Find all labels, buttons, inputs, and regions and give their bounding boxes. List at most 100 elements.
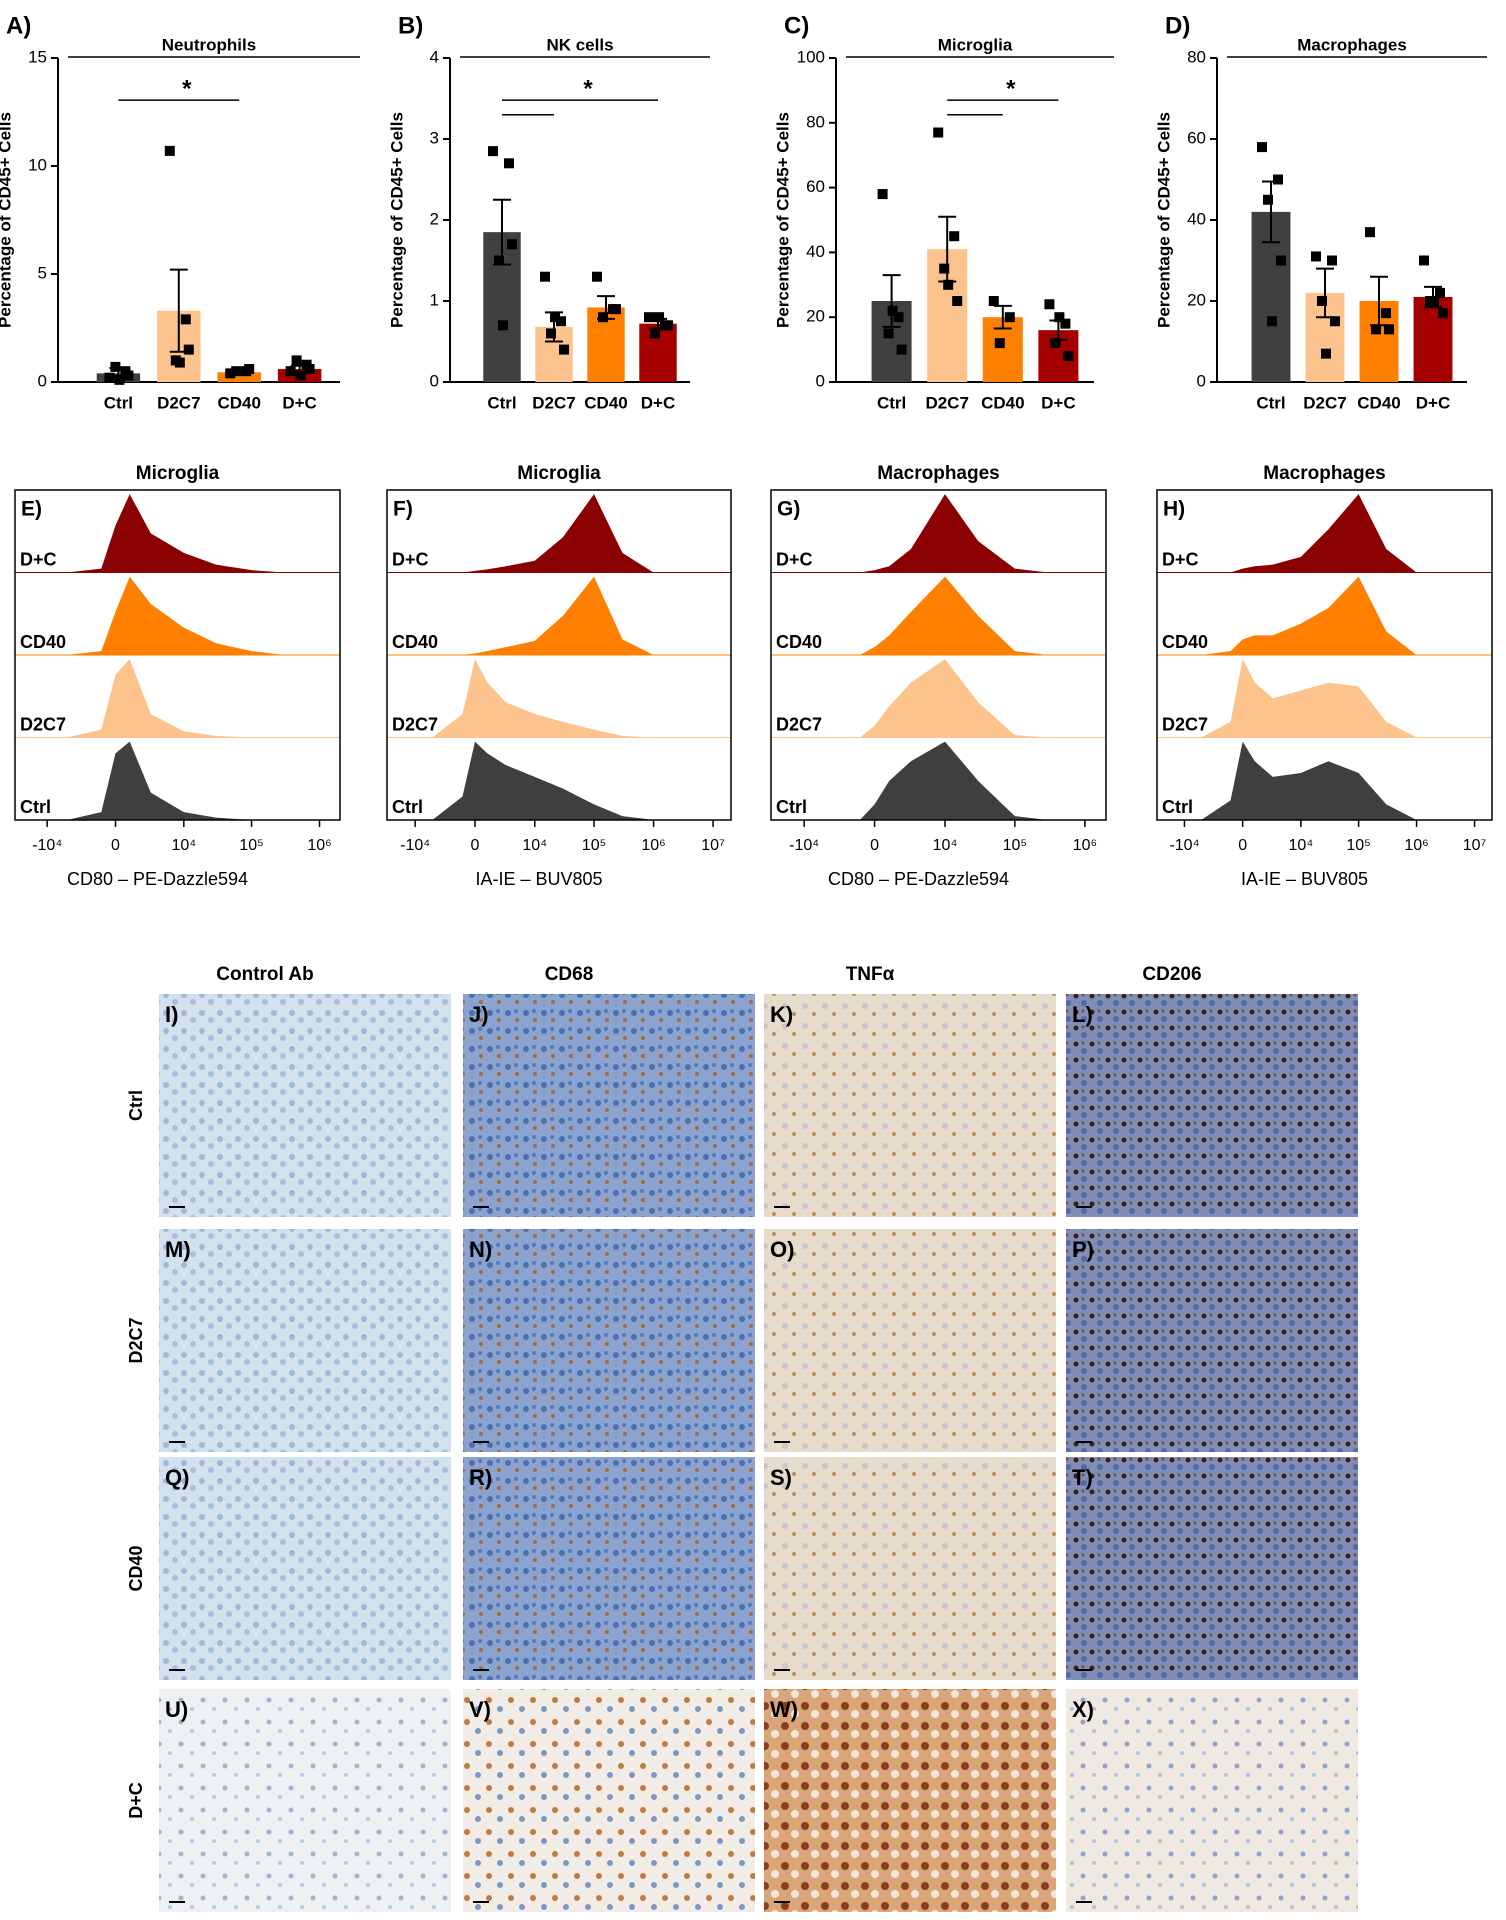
x-tick-label: Ctrl <box>104 393 133 412</box>
micrograph <box>764 1457 1056 1680</box>
data-point <box>1327 255 1337 266</box>
histogram-area <box>432 659 654 738</box>
micrograph <box>463 1229 755 1452</box>
series-label: D+C <box>392 549 429 569</box>
data-point <box>1050 338 1061 349</box>
data-point <box>488 146 498 157</box>
x-tick-label: 10⁶ <box>307 837 331 854</box>
histogram-area <box>824 576 1085 655</box>
row-label: D+C <box>126 1782 146 1819</box>
data-point <box>1330 316 1340 327</box>
y-axis-label: Percentage of CD45+ Cells <box>773 112 792 328</box>
histogram-area <box>824 494 1085 573</box>
data-point <box>592 271 602 282</box>
x-tick-label: CD40 <box>1357 393 1400 412</box>
panel-label: O) <box>770 1237 794 1262</box>
y-tick-label: 2 <box>430 209 439 228</box>
data-point <box>114 374 125 385</box>
data-point <box>540 271 550 282</box>
data-point <box>939 263 950 274</box>
x-axis-label: IA-IE – BUV805 <box>1241 869 1368 889</box>
y-tick-label: 0 <box>816 371 825 390</box>
chart-title: Macrophages <box>1263 463 1385 484</box>
data-point <box>650 328 660 339</box>
x-tick-label: D2C7 <box>925 393 968 412</box>
x-tick-label: 10⁵ <box>239 837 263 854</box>
y-tick-label: 20 <box>1187 290 1206 309</box>
x-tick-label: D2C7 <box>157 393 200 412</box>
data-point <box>1276 255 1286 266</box>
histogram-area <box>432 494 654 573</box>
y-tick-label: 0 <box>1197 371 1206 390</box>
data-point <box>180 314 191 325</box>
data-point <box>1311 251 1321 262</box>
x-axis-label: IA-IE – BUV805 <box>475 869 602 889</box>
x-tick-label: 10⁷ <box>1463 837 1487 854</box>
row-label: D2C7 <box>126 1317 146 1363</box>
micrograph <box>159 1689 451 1912</box>
x-tick-label: CD40 <box>981 393 1024 412</box>
significance-mark: * <box>583 75 593 102</box>
bar <box>217 372 261 382</box>
x-tick-label: -10⁴ <box>789 837 819 854</box>
x-tick-label: 10⁴ <box>171 837 196 854</box>
panel-label: N) <box>469 1237 492 1262</box>
series-label: Ctrl <box>20 797 51 817</box>
micrograph <box>159 994 451 1217</box>
plot-frame <box>1156 489 1493 821</box>
data-point <box>883 328 894 339</box>
panel-label: A) <box>6 12 31 39</box>
x-tick-label: -10⁴ <box>1169 837 1199 854</box>
data-point <box>1384 324 1394 335</box>
data-point <box>164 145 175 156</box>
histogram-area <box>66 576 320 655</box>
x-tick-label: 10⁵ <box>1003 837 1027 854</box>
histogram-area <box>432 741 654 820</box>
plot-frame <box>770 489 1107 821</box>
micrograph <box>764 1689 1056 1912</box>
x-tick-label: D+C <box>1041 393 1075 412</box>
chart-title: Macrophages <box>877 463 999 484</box>
data-point <box>550 312 560 323</box>
histogram-area <box>1201 494 1417 573</box>
y-tick-label: 20 <box>806 307 825 326</box>
chart-title: Microglia <box>136 463 220 484</box>
data-point <box>104 372 115 383</box>
data-point <box>498 320 508 331</box>
data-point <box>611 304 621 315</box>
micrograph <box>764 994 1056 1217</box>
x-tick-label: 10⁴ <box>522 837 547 854</box>
data-point <box>877 189 888 200</box>
significance-mark: * <box>1006 75 1016 102</box>
plot-frame <box>386 489 732 821</box>
x-tick-label: 10⁶ <box>1404 837 1428 854</box>
series-label: D2C7 <box>20 714 66 734</box>
data-point <box>933 127 944 138</box>
data-point <box>1004 312 1015 323</box>
x-tick-label: -10⁴ <box>400 837 430 854</box>
panel-label: G) <box>777 498 800 521</box>
data-point <box>123 370 134 381</box>
series-label: Ctrl <box>392 797 423 817</box>
x-axis-label: CD80 – PE-Dazzle594 <box>828 869 1009 889</box>
column-header: Control Ab <box>216 964 313 985</box>
y-tick-label: 5 <box>38 263 47 282</box>
panel-label: W) <box>770 1697 798 1722</box>
data-point <box>1419 255 1429 266</box>
histogram-area <box>1201 659 1417 738</box>
data-point <box>952 296 963 306</box>
series-label: D+C <box>1162 549 1199 569</box>
data-point <box>943 279 954 290</box>
x-tick-label: 0 <box>1238 837 1247 854</box>
column-header: CD206 <box>1142 964 1201 985</box>
data-point <box>893 312 904 323</box>
panel-label: Q) <box>165 1465 189 1490</box>
x-tick-label: 0 <box>111 837 120 854</box>
panel-label: M) <box>165 1237 191 1262</box>
series-label: Ctrl <box>776 797 807 817</box>
data-point <box>644 312 654 323</box>
data-point <box>494 255 504 266</box>
x-tick-label: D2C7 <box>532 393 575 412</box>
x-axis-label: CD80 – PE-Dazzle594 <box>67 869 248 889</box>
